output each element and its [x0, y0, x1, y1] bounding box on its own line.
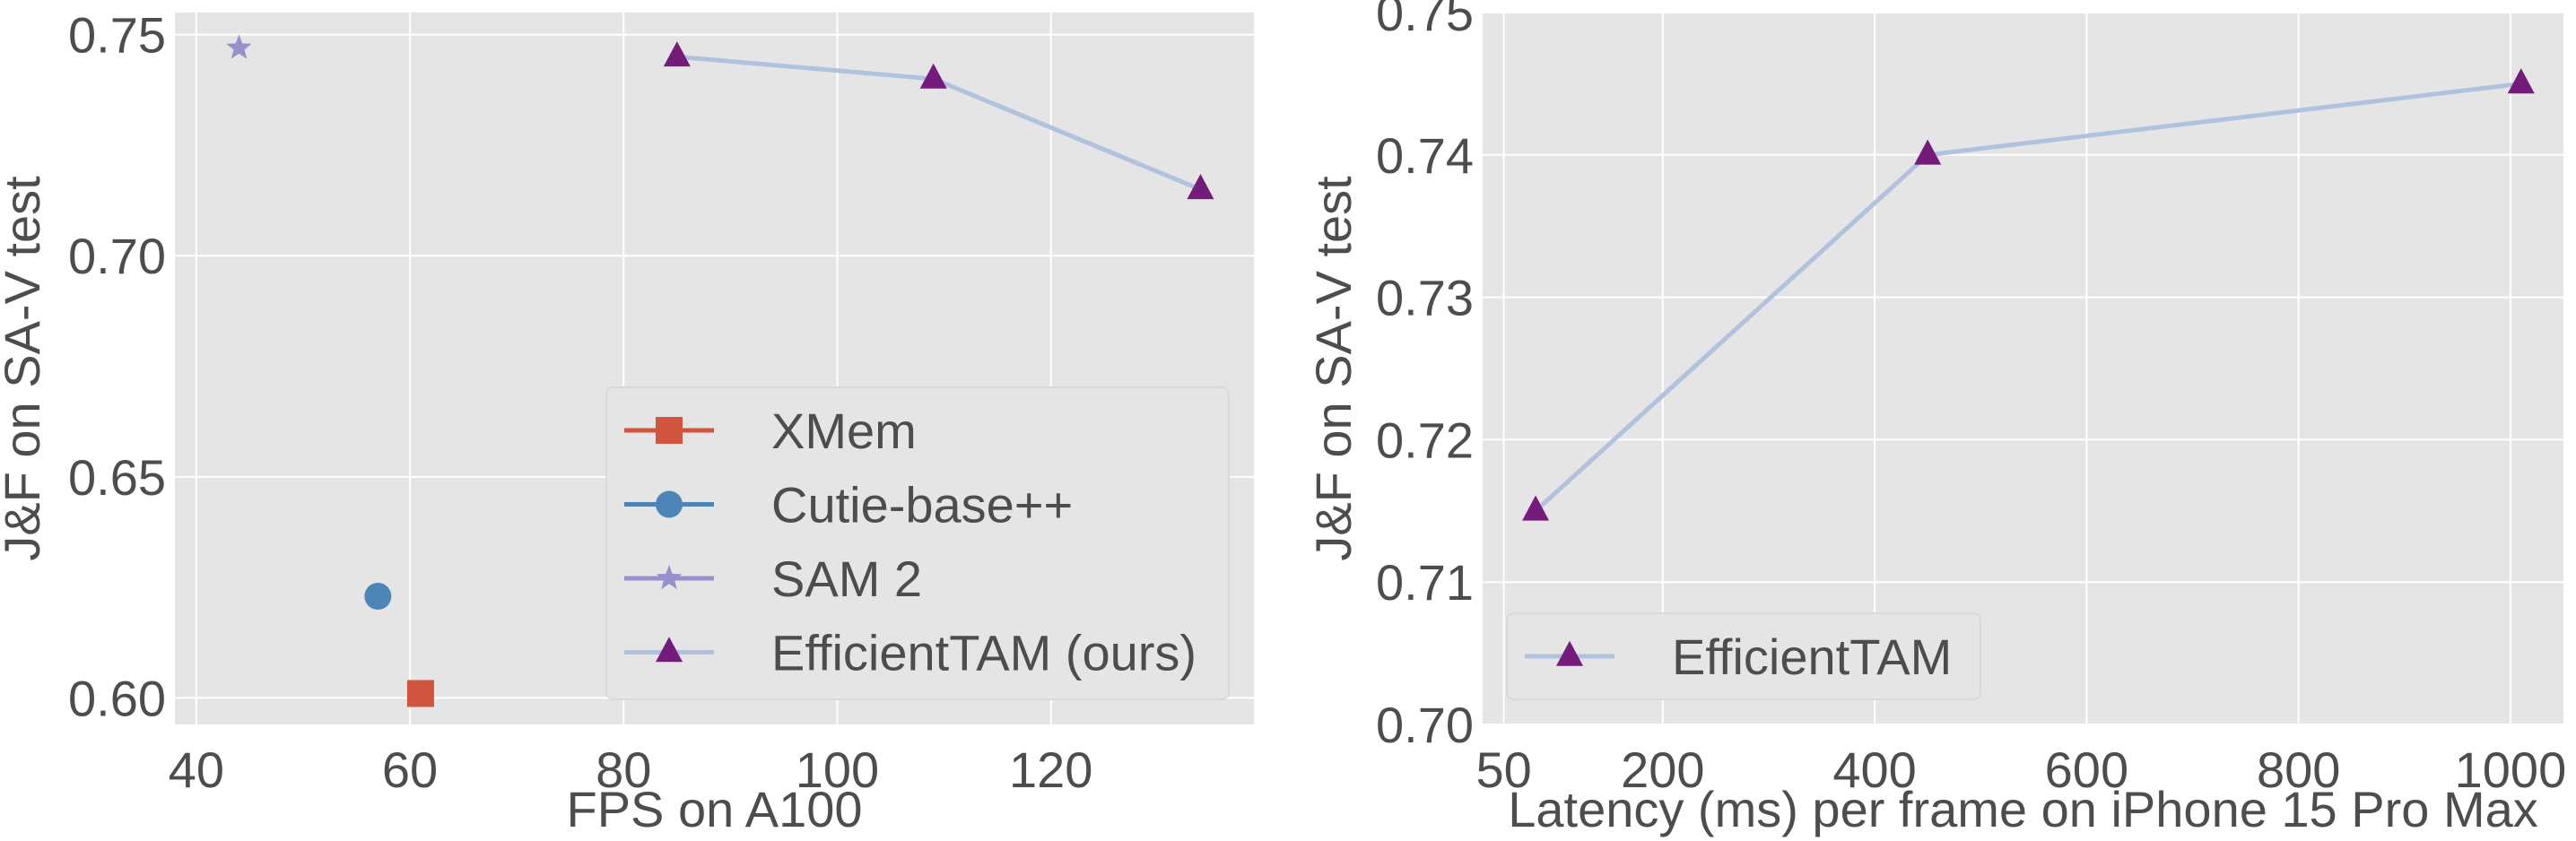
x-tick-label: 60: [382, 741, 438, 798]
y-axis-label: J&F on SA-V test: [0, 176, 50, 561]
x-tick-label: 1000: [2455, 741, 2567, 798]
data-point-0-0: [1522, 495, 1550, 521]
legend-label: EfficientTAM (ours): [771, 625, 1197, 681]
legend-box: [1506, 612, 1981, 700]
y-tick-label: 0.70: [1376, 697, 1474, 753]
y-tick-label: 0.73: [1376, 270, 1474, 326]
data-point-3-2: [1187, 174, 1214, 200]
legend-box: [605, 386, 1230, 700]
x-axis-label: Latency (ms) per frame on iPhone 15 Pro …: [1508, 781, 2538, 837]
data-point-3-0: [663, 41, 691, 67]
data-point-0-2: [2507, 68, 2535, 94]
x-tick-label: 600: [2045, 741, 2128, 798]
y-tick-label: 0.65: [68, 449, 166, 506]
x-tick-label: 200: [1621, 741, 1704, 798]
legend-marker: [656, 637, 683, 663]
x-tick-label: 800: [2257, 741, 2340, 798]
data-point-3-1: [919, 63, 947, 89]
legend-label: Cutie-base++: [771, 477, 1073, 533]
x-axis-label: FPS on A100: [566, 781, 862, 837]
x-tick-label: 40: [169, 741, 224, 798]
data-point-0-1: [1914, 139, 1942, 165]
data-point-2-0: [226, 34, 252, 59]
y-tick-label: 0.75: [68, 7, 166, 64]
data-point-1-0: [364, 582, 392, 610]
y-tick-label: 0.74: [1376, 127, 1474, 184]
x-tick-label: 120: [1009, 741, 1092, 798]
y-tick-label: 0.60: [68, 670, 166, 726]
right-chart-panel: 50 200 400 600 800 1000 0.70 0.71 0.72 0.73 0.74 0.…: [1305, 0, 2566, 837]
x-tick-label: 50: [1475, 741, 1531, 798]
legend-label: SAM 2: [771, 551, 922, 607]
legend-marker: [656, 565, 683, 590]
x-tick-label: 80: [596, 741, 651, 798]
y-tick-label: 0.70: [68, 228, 166, 284]
y-axis-label: J&F on SA-V test: [1305, 176, 1362, 561]
y-tick-label: 0.71: [1376, 554, 1474, 611]
left-chart-panel: 40 60 80 100 120 0.60 0.65 0.70 0.75 FPS on A100 J…: [0, 7, 1254, 837]
data-point-0-0: [406, 680, 434, 707]
x-tick-label: 400: [1832, 741, 1916, 798]
y-tick-label: 0.75: [1376, 0, 1474, 41]
x-tick-label: 100: [796, 741, 879, 798]
y-tick-label: 0.72: [1376, 412, 1474, 468]
legend-marker: [656, 417, 683, 444]
legend-marker: [1556, 640, 1583, 666]
legend-label: XMem: [771, 403, 917, 459]
legend-label: EfficientTAM: [1672, 629, 1952, 685]
legend-marker: [656, 490, 683, 518]
